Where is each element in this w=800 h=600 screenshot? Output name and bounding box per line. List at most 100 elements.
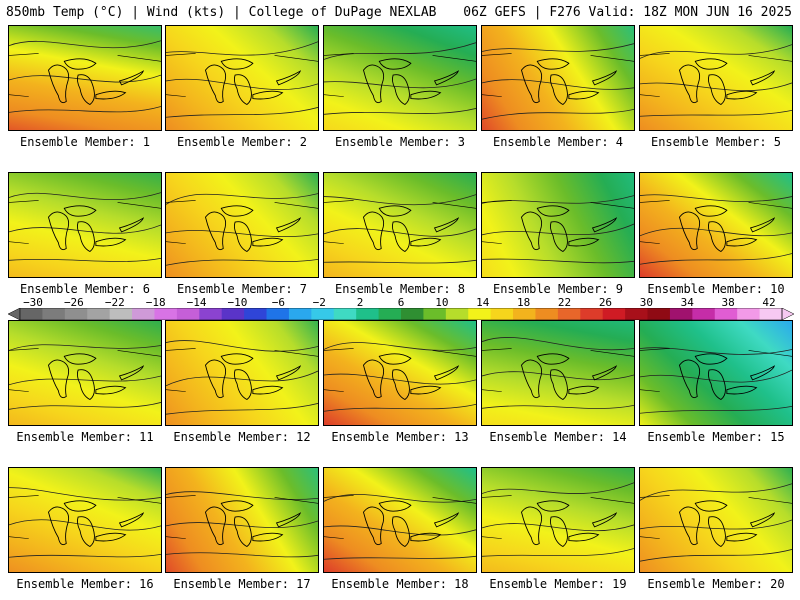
ensemble-map-panel <box>639 320 793 426</box>
colorbar-segment <box>20 308 43 320</box>
ensemble-member-label: Ensemble Member: 13 <box>331 430 469 444</box>
colorbar-tick-label: −14 <box>186 296 207 309</box>
ensemble-map-panel <box>481 467 635 573</box>
colorbar-segment <box>737 308 761 320</box>
ensemble-member-label: Ensemble Member: 12 <box>173 430 311 444</box>
ensemble-member-label: Ensemble Member: 7 <box>176 282 308 296</box>
ensemble-member-label: Ensemble Member: 20 <box>647 577 785 591</box>
colorbar-segment <box>333 308 357 320</box>
ensemble-member-label: Ensemble Member: 16 <box>16 577 154 591</box>
colorbar-segment <box>490 308 514 320</box>
colorbar-segment <box>132 308 155 320</box>
ensemble-member-label: Ensemble Member: 8 <box>334 282 466 296</box>
colorbar-tick-label: −22 <box>104 296 125 309</box>
colorbar-tick-label: −6 <box>271 296 285 309</box>
colorbar-segment <box>423 308 447 320</box>
colorbar-tick-label: 38 <box>721 296 735 309</box>
colorbar-segment <box>625 308 649 320</box>
colorbar-segment <box>42 308 66 320</box>
colorbar-segment <box>692 308 716 320</box>
ensemble-map-panel <box>639 172 793 278</box>
colorbar-right-arrow <box>781 308 794 320</box>
colorbar-tick-label: −10 <box>227 296 248 309</box>
ensemble-member-label: Ensemble Member: 17 <box>173 577 311 591</box>
ensemble-map-panel <box>639 25 793 131</box>
colorbar-tick-label: −18 <box>145 296 166 309</box>
colorbar-tick-label: 22 <box>557 296 572 309</box>
colorbar-segment <box>311 308 335 320</box>
ensemble-member-label: Ensemble Member: 2 <box>176 135 308 149</box>
ensemble-member-label: Ensemble Member: 10 <box>647 282 785 296</box>
ensemble-member-label: Ensemble Member: 15 <box>647 430 785 444</box>
ensemble-member-label: Ensemble Member: 18 <box>331 577 469 591</box>
ensemble-map-panel <box>481 172 635 278</box>
ensemble-map-panel <box>8 25 162 131</box>
colorbar-tick-label: −30 <box>23 296 43 309</box>
ensemble-member-label: Ensemble Member: 1 <box>19 135 151 149</box>
colorbar-segment <box>378 308 402 320</box>
colorbar-segment <box>266 308 290 320</box>
ensemble-map-panel <box>323 25 477 131</box>
colorbar-segment <box>87 308 111 320</box>
colorbar-segment <box>759 308 783 320</box>
colorbar-segment <box>109 308 133 320</box>
ensemble-map-panel <box>8 467 162 573</box>
colorbar-tick-label: 30 <box>639 296 653 309</box>
colorbar-tick-label: 18 <box>517 296 531 309</box>
page-title: 850mb Temp (°C) | Wind (kts) | College o… <box>6 5 437 20</box>
colorbar-segment <box>64 308 88 320</box>
colorbar-tick-label: 6 <box>397 296 405 309</box>
colorbar-segment <box>356 308 380 320</box>
colorbar-segment <box>221 308 245 320</box>
colorbar-segment <box>176 308 200 320</box>
ensemble-map-panel <box>481 320 635 426</box>
ensemble-map-panel <box>323 172 477 278</box>
colorbar-tick-label: 14 <box>476 296 490 309</box>
ensemble-map-panel <box>165 467 319 573</box>
colorbar-tick-label: 42 <box>762 296 776 309</box>
temperature-colorbar <box>8 308 794 320</box>
colorbar-segment <box>557 308 581 320</box>
ensemble-map-panel <box>323 320 477 426</box>
colorbar-segment <box>288 308 312 320</box>
ensemble-map-panel <box>481 25 635 131</box>
colorbar-segment <box>401 308 424 320</box>
colorbar-segment <box>468 308 492 320</box>
colorbar-segment <box>580 308 604 320</box>
ensemble-map-panel <box>165 25 319 131</box>
colorbar-tick-label: 34 <box>680 296 694 309</box>
colorbar-segment <box>244 308 268 320</box>
ensemble-member-label: Ensemble Member: 11 <box>16 430 154 444</box>
colorbar-segment <box>714 308 738 320</box>
ensemble-map-panel <box>165 320 319 426</box>
ensemble-member-label: Ensemble Member: 9 <box>492 282 624 296</box>
ensemble-member-label: Ensemble Member: 3 <box>334 135 466 149</box>
colorbar-frame <box>19 308 783 320</box>
colorbar-segment <box>445 308 469 320</box>
ensemble-member-label: Ensemble Member: 5 <box>650 135 782 149</box>
run-info: 06Z GEFS | F276 Valid: 18Z MON JUN 16 20… <box>463 5 792 20</box>
colorbar-segment <box>513 308 536 320</box>
ensemble-map-panel <box>639 467 793 573</box>
colorbar-left-arrow <box>8 308 21 320</box>
colorbar-tick-label: 26 <box>598 296 613 309</box>
colorbar-segment <box>669 308 693 320</box>
colorbar-tick-label: 10 <box>435 296 449 309</box>
colorbar-segment <box>535 308 559 320</box>
colorbar-tick-label: 2 <box>356 296 364 309</box>
colorbar-segment <box>199 308 223 320</box>
colorbar-tick-label: −26 <box>63 296 84 309</box>
ensemble-member-label: Ensemble Member: 4 <box>492 135 624 149</box>
ensemble-map-panel <box>8 320 162 426</box>
colorbar-segment <box>154 308 178 320</box>
colorbar-segment <box>647 308 671 320</box>
ensemble-member-label: Ensemble Member: 14 <box>489 430 627 444</box>
ensemble-member-label: Ensemble Member: 6 <box>19 282 151 296</box>
ensemble-map-panel <box>323 467 477 573</box>
ensemble-map-panel <box>165 172 319 278</box>
colorbar-tick-label: −2 <box>312 296 326 309</box>
colorbar-segment <box>602 308 626 320</box>
colorbar-labels: −30 −26 −22 −18 −14 −10 −6 −2 2 6 10 14 18 22 26 30 34 38… <box>0 296 800 310</box>
ensemble-member-label: Ensemble Member: 19 <box>489 577 627 591</box>
ensemble-map-panel <box>8 172 162 278</box>
